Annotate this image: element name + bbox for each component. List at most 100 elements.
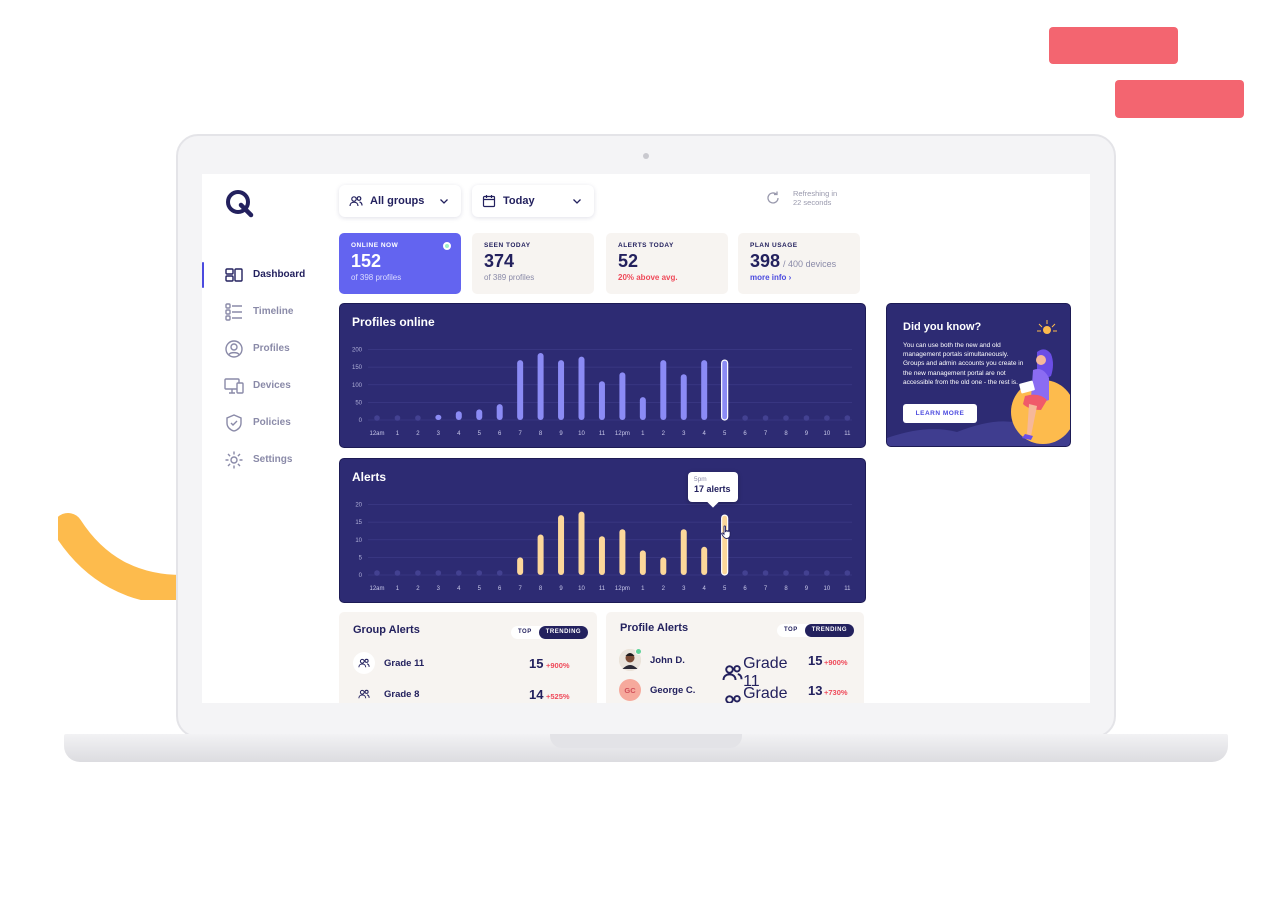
refresh-text-line2: 22 seconds: [793, 198, 832, 207]
alerts-y-tick-label: 15: [355, 520, 362, 526]
users-icon: [725, 695, 741, 703]
profiles-online-chart-plot: 0 50 100 150 200 12am 1 2 3 4 5 6 7 8 9 10 11 12pm 1 2 3 4 5 6 7…: [352, 348, 852, 437]
users-icon: [722, 665, 743, 681]
alerts-empty-bar: [803, 570, 810, 576]
sidebar-item-timeline[interactable]: Timeline: [202, 293, 332, 330]
profiles-online-chart: Profiles online 0 50 100 150 200 12am 1 2 3 4 5 6 7 8…: [339, 303, 866, 448]
profiles-online-bar[interactable]: [598, 381, 605, 420]
sidebar-item-dashboard[interactable]: Dashboard: [202, 256, 332, 293]
kpi-plan-usage[interactable]: PLAN USAGE 398/ 400 devices more info ›: [738, 233, 860, 294]
profiles-online-bar[interactable]: [476, 409, 483, 420]
profiles-online-x-tick-label: 6: [498, 431, 502, 437]
kpi-online-now[interactable]: ONLINE NOW 152 of 398 profiles: [339, 233, 461, 294]
users-icon: [358, 689, 370, 699]
alerts-x-tick-label: 10: [824, 586, 831, 592]
profiles-online-y-tick-label: 50: [355, 400, 362, 406]
profiles-online-bar[interactable]: [680, 374, 687, 420]
info-title: Did you know?: [903, 321, 982, 333]
sidebar-item-settings[interactable]: Settings: [202, 441, 332, 478]
alerts-bar[interactable]: [537, 534, 544, 575]
kpi-value: 52: [618, 251, 639, 271]
toggle-top[interactable]: TOP: [784, 627, 798, 633]
alerts-x-tick-label: 3: [437, 586, 441, 592]
alerts-bar[interactable]: [517, 557, 524, 575]
kpi-seen-today[interactable]: SEEN TODAY 374 of 389 profiles: [472, 233, 594, 294]
profiles-online-bar[interactable]: [455, 411, 462, 420]
group-name: Grade 11: [384, 657, 425, 669]
toggle-trending[interactable]: TRENDING: [804, 624, 855, 637]
refresh-indicator[interactable]: Refreshing in 22 seconds: [765, 189, 837, 207]
alerts-x-tick-label: 2: [416, 586, 420, 592]
alerts-bar[interactable]: [660, 557, 667, 575]
profiles-online-empty-bar: [415, 415, 421, 421]
alerts-x-tick-label: 8: [539, 586, 543, 592]
more-info-link[interactable]: more info ›: [750, 273, 792, 282]
avatar-initials: GC: [624, 685, 636, 695]
alerts-y-tick-label: 0: [359, 573, 363, 579]
profile-group: Grade 11: [722, 685, 788, 703]
list-item[interactable]: Grade 11: [353, 652, 424, 674]
groups-select-label: All groups: [370, 195, 425, 207]
profiles-online-empty-bar: [374, 415, 380, 421]
kpi-alerts-today[interactable]: ALERTS TODAY 52 20% above avg.: [606, 233, 728, 294]
list-item[interactable]: Grade 8: [353, 683, 419, 703]
online-status-dot: [443, 242, 451, 250]
alerts-empty-bar: [762, 570, 769, 576]
profiles-online-bar[interactable]: [435, 414, 442, 420]
sidebar-item-devices[interactable]: Devices: [202, 367, 332, 404]
learn-more-button[interactable]: LEARN MORE: [903, 404, 977, 423]
toggle-top[interactable]: TOP: [518, 629, 532, 635]
group-name: Grade 8: [384, 688, 420, 700]
profiles-online-empty-bar: [742, 415, 748, 421]
kpi-unit: / 400 devices: [783, 259, 837, 269]
alerts-bar[interactable]: [619, 529, 626, 575]
alerts-y-tick-label: 20: [355, 503, 362, 509]
profiles-online-bar[interactable]: [660, 360, 667, 420]
refresh-icon: [767, 191, 779, 204]
profile-alerts-toggle: TOP TRENDING: [777, 624, 855, 637]
profiles-online-bar[interactable]: [639, 397, 646, 420]
alerts-x-tick-label: 2: [662, 586, 666, 592]
alerts-bar[interactable]: [558, 515, 565, 575]
alerts-bar[interactable]: [598, 536, 605, 575]
sidebar-item-label: Profiles: [253, 343, 290, 354]
groups-select[interactable]: All groups: [339, 185, 461, 217]
profiles-online-bar[interactable]: [701, 360, 708, 420]
sidebar-item-policies[interactable]: Policies: [202, 404, 332, 441]
profiles-online-x-tick-label: 8: [784, 431, 788, 437]
profiles-online-bar[interactable]: [619, 372, 626, 420]
profiles-online-x-tick-label: 5: [723, 431, 727, 437]
alerts-bar[interactable]: [578, 511, 585, 575]
alerts-bar[interactable]: [639, 550, 646, 575]
alerts-bar[interactable]: [680, 529, 687, 575]
app-screen: Dashboard Timeline Profiles Devices Poli…: [202, 174, 1090, 703]
profiles-online-bar[interactable]: [558, 360, 565, 420]
alerts-bar[interactable]: [721, 514, 729, 576]
toggle-trending[interactable]: TRENDING: [538, 626, 589, 639]
alert-change: +900%: [824, 658, 848, 667]
dashboard-icon: [225, 267, 243, 282]
profiles-online-x-tick-label: 6: [743, 431, 747, 437]
profiles-online-bar[interactable]: [517, 360, 524, 420]
profiles-online-bar[interactable]: [578, 356, 585, 420]
profiles-online-x-tick-label: 4: [703, 431, 707, 437]
list-item[interactable]: GC George C.: [619, 679, 695, 701]
date-select[interactable]: Today: [472, 185, 594, 217]
laptop-camera: [643, 153, 649, 159]
kpi-value: 374: [484, 251, 515, 271]
profiles-online-y-tick-label: 100: [352, 383, 363, 389]
alert-count: 13: [808, 683, 823, 698]
alerts-x-tick-label: 9: [805, 586, 809, 592]
profiles-online-bar[interactable]: [496, 404, 503, 420]
profile-alerts-title: Profile Alerts: [620, 622, 689, 634]
profiles-online-bar[interactable]: [537, 353, 544, 420]
alerts-empty-bar: [783, 570, 789, 576]
alerts-x-tick-label: 12am: [369, 586, 384, 592]
sidebar-item-profiles[interactable]: Profiles: [202, 330, 332, 367]
alerts-empty-bar: [824, 570, 830, 576]
list-item[interactable]: John D.: [619, 648, 685, 671]
profiles-online-y-tick-label: 150: [352, 365, 363, 371]
profiles-online-bar[interactable]: [721, 359, 729, 421]
alerts-bar[interactable]: [701, 546, 708, 575]
woman-reading-illustration: [887, 320, 1070, 446]
